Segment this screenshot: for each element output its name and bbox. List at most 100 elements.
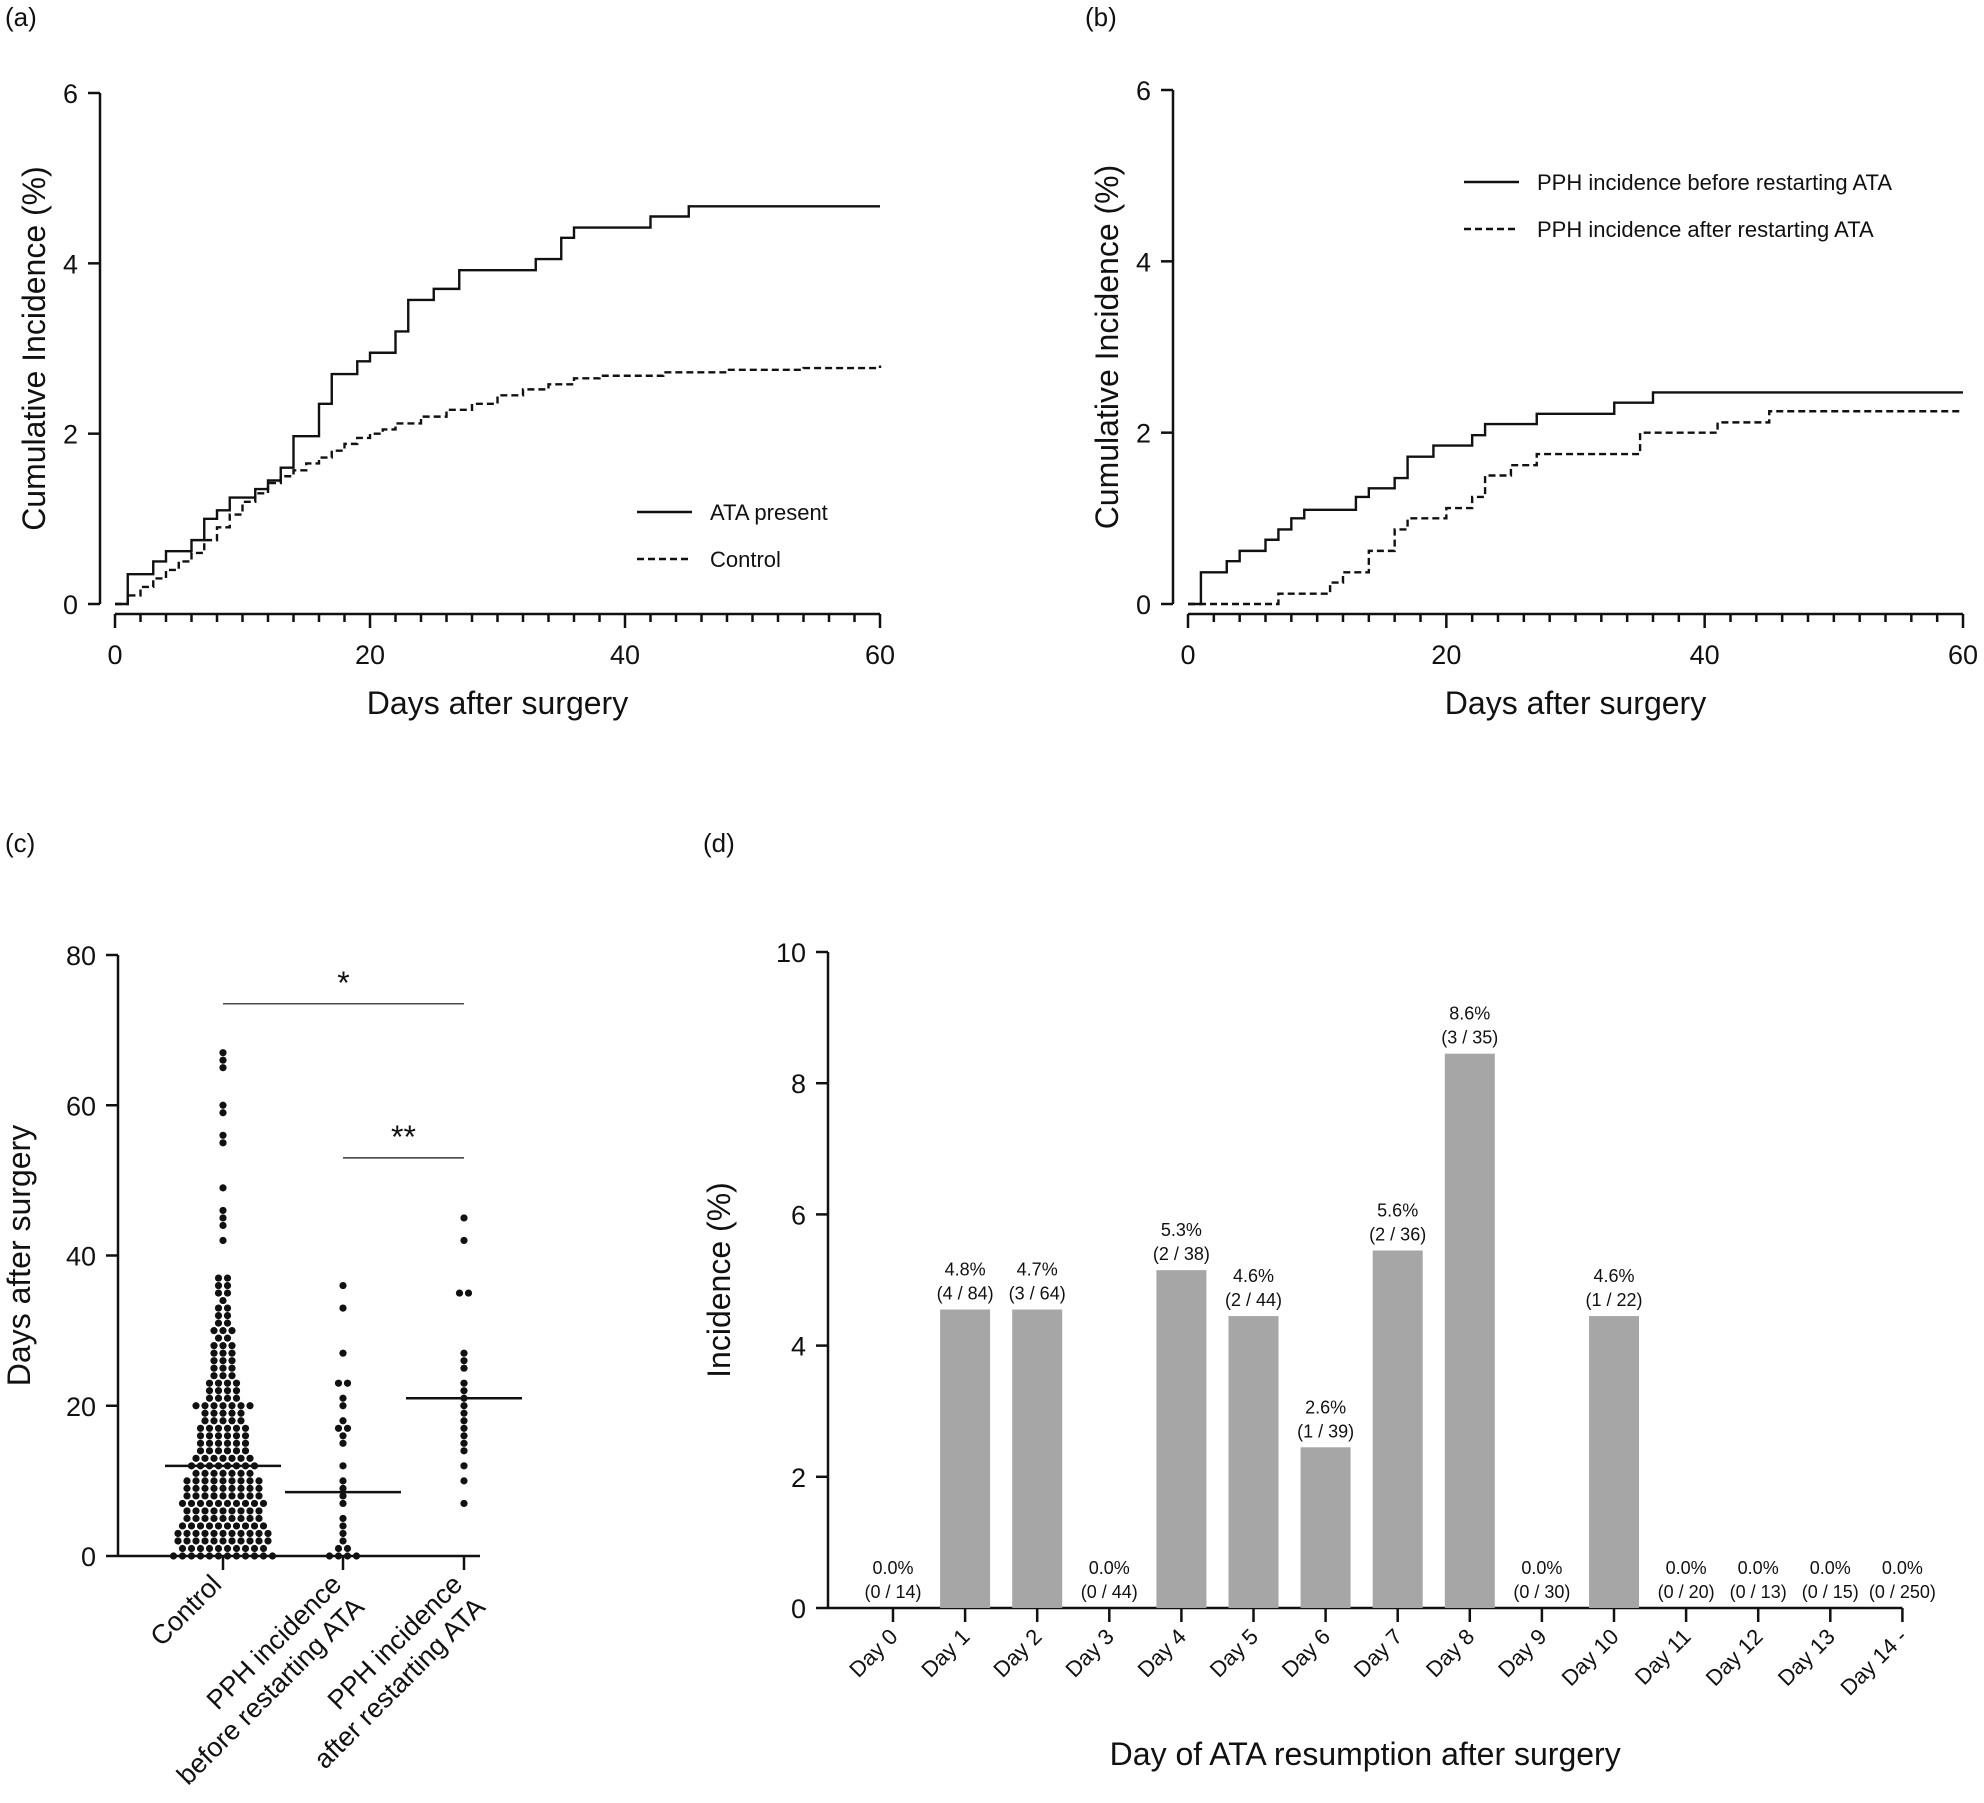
x-tick-label: Day 14 - <box>1835 1624 1911 1700</box>
data-point <box>460 1387 468 1395</box>
data-point <box>219 1214 227 1222</box>
data-point <box>201 1417 209 1425</box>
data-point <box>205 1394 214 1402</box>
bar <box>1156 1270 1207 1608</box>
data-point <box>219 1372 227 1380</box>
data-point <box>219 1454 227 1462</box>
data-point <box>201 1484 209 1492</box>
data-point <box>223 1522 232 1530</box>
data-point <box>219 1477 227 1485</box>
y-tick-label: 20 <box>66 1392 96 1422</box>
data-point <box>232 1544 241 1553</box>
y-tick-label: 4 <box>791 1332 806 1362</box>
x-tick-label: 60 <box>1948 640 1978 670</box>
bar-pct-label: 0.0% <box>1521 1558 1562 1578</box>
data-point <box>250 1544 259 1553</box>
data-point <box>196 1424 205 1432</box>
data-point <box>334 1544 343 1553</box>
data-point <box>174 1537 182 1545</box>
data-point <box>214 1499 223 1508</box>
legend-label: ATA present <box>710 500 828 525</box>
data-point <box>343 1379 352 1387</box>
data-point <box>246 1514 254 1523</box>
data-point <box>264 1537 272 1545</box>
data-point <box>196 1447 205 1455</box>
data-point <box>237 1492 245 1500</box>
x-tick-label: 40 <box>610 640 640 670</box>
data-point <box>205 1499 214 1508</box>
x-tick-label: Day 5 <box>1205 1624 1263 1682</box>
data-point <box>219 1049 227 1057</box>
x-tick-label: Day 4 <box>1133 1624 1191 1682</box>
data-point <box>178 1522 187 1530</box>
y-tick-label: 80 <box>66 941 96 971</box>
data-point <box>223 1439 232 1447</box>
panel-d-chart: 0 2 4 6 8 10 Incidence (%) Day of ATA resumptio… <box>701 938 1936 1772</box>
panel-b-letter: (b) <box>1085 2 1117 32</box>
data-point <box>219 1409 227 1417</box>
data-point <box>169 1552 178 1560</box>
data-point <box>237 1537 245 1545</box>
y-tick-label: 0 <box>791 1594 806 1624</box>
data-point <box>192 1454 200 1462</box>
data-point <box>237 1454 245 1462</box>
data-point <box>228 1514 236 1523</box>
panel-c-letter: (c) <box>5 828 35 858</box>
data-point <box>237 1514 245 1523</box>
data-point <box>201 1409 209 1417</box>
data-point <box>246 1477 254 1485</box>
y-axis-label: Incidence (%) <box>701 1182 737 1378</box>
y-tick-label: 2 <box>63 420 78 450</box>
data-point <box>183 1537 191 1545</box>
y-axis-label: Cumulative Incidence (%) <box>1089 165 1125 530</box>
data-point <box>228 1409 236 1417</box>
data-point <box>246 1454 254 1462</box>
data-point <box>255 1484 263 1492</box>
y-axis-label: Cumulative Incidence (%) <box>16 166 52 531</box>
data-point <box>219 1139 227 1147</box>
data-point <box>214 1304 223 1312</box>
data-point <box>205 1424 214 1432</box>
x-tick-label: Day 9 <box>1493 1624 1551 1682</box>
data-point <box>219 1484 227 1492</box>
data-point <box>228 1484 236 1492</box>
data-point <box>246 1529 254 1538</box>
y-tick-label: 0 <box>81 1542 96 1572</box>
data-point <box>223 1432 232 1440</box>
data-point <box>259 1522 268 1530</box>
x-tick-label: Day 11 <box>1630 1624 1696 1690</box>
bar-pct-label: 0.0% <box>1810 1558 1851 1578</box>
data-point <box>352 1552 361 1560</box>
data-point <box>214 1424 223 1432</box>
data-point <box>334 1424 343 1432</box>
data-point <box>223 1319 232 1327</box>
data-point <box>241 1439 250 1447</box>
data-point <box>228 1349 236 1357</box>
data-point <box>339 1522 347 1530</box>
data-point <box>192 1469 200 1477</box>
x-axis-label: Day of ATA resumption after surgery <box>1110 1736 1621 1772</box>
data-point <box>196 1552 205 1560</box>
category-label: Control <box>144 1569 227 1652</box>
data-point <box>214 1379 223 1387</box>
data-point <box>219 1236 227 1245</box>
data-point <box>237 1484 245 1492</box>
y-tick-label: 4 <box>1136 247 1151 277</box>
bar <box>1228 1316 1279 1608</box>
data-point <box>223 1552 232 1560</box>
data-point <box>219 1327 227 1335</box>
x-axis-label: Days after surgery <box>1445 685 1706 721</box>
data-point <box>232 1499 241 1508</box>
data-point <box>210 1492 218 1500</box>
data-point <box>214 1544 223 1553</box>
legend-label: PPH incidence before restarting ATA <box>1537 170 1892 195</box>
data-point <box>219 1342 227 1350</box>
data-point <box>241 1424 250 1432</box>
data-point <box>460 1447 468 1455</box>
x-tick-label: Day 0 <box>844 1624 902 1682</box>
x-tick-label: 40 <box>1690 640 1720 670</box>
data-point <box>241 1432 250 1440</box>
y-tick-label: 6 <box>791 1200 806 1230</box>
bar-count-label: (0 / 15) <box>1802 1582 1859 1602</box>
